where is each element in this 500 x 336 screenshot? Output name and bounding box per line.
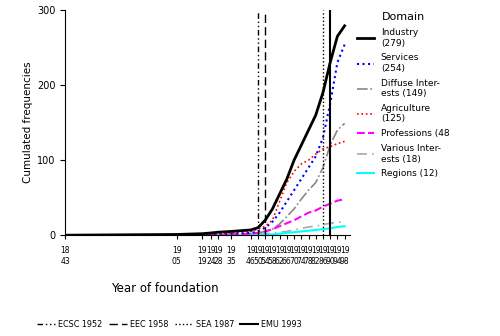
Text: 19: 19 bbox=[268, 246, 277, 255]
Text: 94: 94 bbox=[332, 257, 342, 266]
Text: 19: 19 bbox=[253, 246, 263, 255]
Text: 19: 19 bbox=[290, 246, 299, 255]
Text: 19: 19 bbox=[214, 246, 223, 255]
Text: Year of foundation: Year of foundation bbox=[111, 283, 218, 295]
Text: 19: 19 bbox=[172, 246, 182, 255]
Text: 24: 24 bbox=[206, 257, 216, 266]
Text: 43: 43 bbox=[60, 257, 70, 266]
Text: 19: 19 bbox=[198, 257, 207, 266]
Text: 05: 05 bbox=[172, 257, 182, 266]
Text: 19: 19 bbox=[275, 246, 284, 255]
Text: 50: 50 bbox=[253, 257, 263, 266]
Text: 58: 58 bbox=[268, 257, 277, 266]
Legend: ECSC 1952, EEC 1958, SEA 1987, EMU 1993: ECSC 1952, EEC 1958, SEA 1987, EMU 1993 bbox=[34, 317, 305, 332]
Text: 18: 18 bbox=[60, 246, 70, 255]
Text: 19: 19 bbox=[260, 246, 270, 255]
Text: 19: 19 bbox=[226, 246, 236, 255]
Text: 78: 78 bbox=[304, 257, 314, 266]
Text: 66: 66 bbox=[282, 257, 292, 266]
Text: 46: 46 bbox=[246, 257, 256, 266]
Text: 19: 19 bbox=[311, 246, 320, 255]
Y-axis label: Cumulated frequencies: Cumulated frequencies bbox=[22, 62, 32, 183]
Text: 19: 19 bbox=[246, 246, 256, 255]
Text: 19: 19 bbox=[198, 246, 207, 255]
Text: 98: 98 bbox=[340, 257, 349, 266]
Text: 19: 19 bbox=[206, 246, 216, 255]
Text: 35: 35 bbox=[226, 257, 236, 266]
Text: 19: 19 bbox=[318, 246, 328, 255]
Text: 82: 82 bbox=[311, 257, 320, 266]
Text: 54: 54 bbox=[260, 257, 270, 266]
Text: 19: 19 bbox=[296, 246, 306, 255]
Text: 74: 74 bbox=[296, 257, 306, 266]
Text: 19: 19 bbox=[282, 246, 292, 255]
Text: 19: 19 bbox=[326, 246, 335, 255]
Text: 62: 62 bbox=[275, 257, 284, 266]
Text: 70: 70 bbox=[289, 257, 299, 266]
Legend: Industry
(279), Services
(254), Diffuse Inter-
ests (149), Agriculture
(125), Pr: Industry (279), Services (254), Diffuse … bbox=[358, 12, 450, 178]
Text: 90: 90 bbox=[326, 257, 335, 266]
Text: 19: 19 bbox=[332, 246, 342, 255]
Text: 86: 86 bbox=[318, 257, 328, 266]
Text: 19: 19 bbox=[340, 246, 349, 255]
Text: 19: 19 bbox=[304, 246, 314, 255]
Text: 28: 28 bbox=[214, 257, 223, 266]
